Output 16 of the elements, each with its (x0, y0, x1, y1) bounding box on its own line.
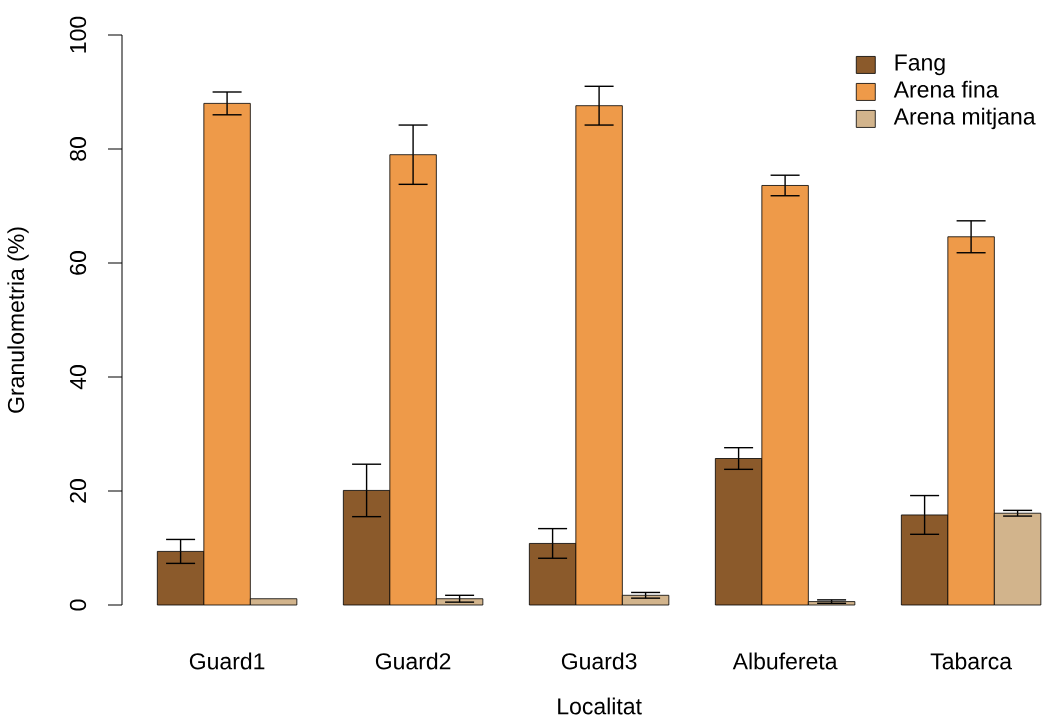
legend-label: Fang (895, 54, 945, 76)
y-axis-title: Granulometria (%) (7, 227, 29, 413)
y-tick-label: 60 (69, 251, 87, 275)
legend-label: Arena mitjana (893, 107, 1036, 130)
x-axis-title: Localitat (558, 697, 642, 715)
x-tick-label: Guard1 (189, 652, 265, 670)
x-tick-label: Guard2 (375, 652, 451, 670)
x-tick-label: Guard3 (561, 652, 637, 670)
y-tick-label: 40 (69, 365, 87, 390)
y-tick-label: 20 (69, 479, 87, 503)
y-tick-label: 0 (69, 599, 87, 611)
x-tick-label: Albufereta (732, 652, 838, 670)
y-tick-label: 80 (69, 137, 87, 161)
x-tick-label: Tabarca (930, 652, 1013, 670)
y-tick-label: 100 (69, 16, 87, 53)
legend-label: Arena fina (893, 80, 999, 98)
